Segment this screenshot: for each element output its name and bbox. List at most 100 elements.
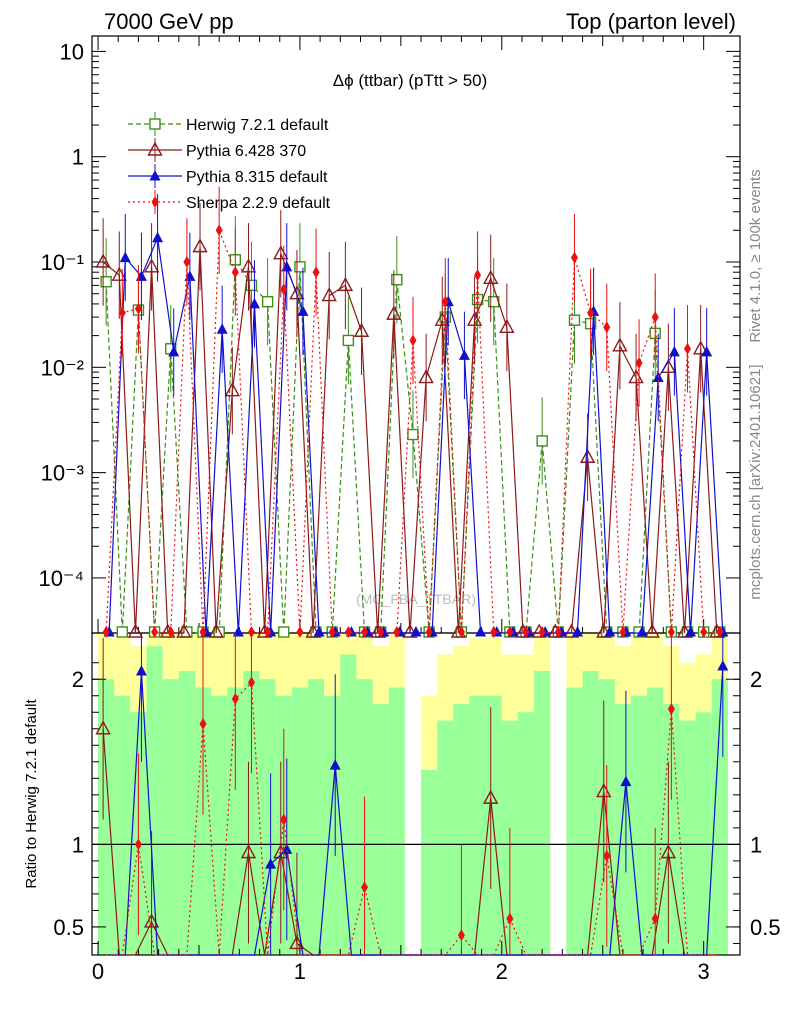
x-tick-label: 3 bbox=[698, 959, 710, 984]
y-tick-label: 10⁻¹ bbox=[41, 250, 84, 275]
green-band-bin bbox=[647, 687, 664, 955]
ratio-point bbox=[289, 934, 305, 950]
rivet-label: Rivet 4.1.0, ≥ 100k events bbox=[747, 169, 764, 342]
ratio-point bbox=[199, 717, 207, 730]
data-point-zero bbox=[619, 626, 627, 638]
ratio-y-tick-label: 0.5 bbox=[53, 915, 84, 940]
green-band-bin bbox=[679, 720, 696, 955]
data-point-zero bbox=[604, 626, 616, 637]
data-point bbox=[168, 345, 180, 357]
x-tick-label: 2 bbox=[496, 959, 508, 984]
data-point bbox=[119, 251, 131, 263]
green-band-bin bbox=[211, 695, 228, 955]
series-3 bbox=[102, 186, 724, 638]
data-point-zero bbox=[313, 626, 325, 637]
legend: Herwig 7.2.1 default Pythia 6.428 370 Pyth… bbox=[128, 112, 331, 214]
ratio-point bbox=[95, 720, 111, 735]
green-band-bin bbox=[695, 712, 712, 955]
green-band-bin bbox=[308, 679, 325, 955]
ratio-point bbox=[506, 912, 514, 925]
green-band-bin bbox=[324, 695, 341, 955]
ratio-point bbox=[483, 789, 499, 804]
data-point-zero bbox=[377, 626, 385, 638]
green-band-bin bbox=[340, 654, 357, 955]
ratio-point bbox=[135, 664, 147, 676]
legend-label: Herwig 7.2.1 default bbox=[186, 117, 329, 134]
green-band-bin bbox=[614, 704, 631, 955]
data-point-zero bbox=[538, 626, 546, 638]
ratio-point bbox=[667, 702, 675, 715]
series-line bbox=[105, 230, 720, 634]
data-point-zero bbox=[490, 626, 498, 638]
data-point-zero bbox=[425, 626, 433, 638]
ratio-line bbox=[109, 665, 724, 956]
ratio-point bbox=[143, 913, 160, 928]
ratio-point bbox=[603, 849, 611, 862]
green-band-bin bbox=[194, 687, 212, 955]
data-point bbox=[134, 302, 142, 315]
header-left: 7000 GeV pp bbox=[104, 9, 234, 34]
data-point bbox=[458, 349, 470, 360]
green-band-bin bbox=[663, 704, 680, 955]
data-point-zero bbox=[116, 626, 128, 638]
data-point bbox=[603, 321, 611, 334]
data-point-zero bbox=[667, 626, 675, 638]
ratio-series-layer bbox=[95, 633, 729, 956]
data-point bbox=[587, 306, 595, 319]
data-point bbox=[248, 297, 260, 309]
data-point bbox=[118, 306, 126, 319]
data-point bbox=[100, 276, 112, 288]
data-point-zero bbox=[296, 626, 304, 638]
data-point-zero bbox=[151, 626, 159, 638]
data-point bbox=[321, 287, 337, 302]
green-band-bin bbox=[162, 679, 179, 955]
green-band-bin bbox=[146, 646, 163, 955]
data-point-zero bbox=[393, 626, 401, 638]
main-axes: 10⁻⁴ 10⁻³ 10⁻² 10⁻¹ 1 10 0 1 2 3 bbox=[38, 36, 740, 984]
green-band-bin bbox=[437, 720, 454, 955]
data-point bbox=[216, 323, 228, 334]
data-point bbox=[289, 285, 305, 300]
ratio-point bbox=[660, 844, 677, 859]
ratio-y-tick-label: 2 bbox=[72, 667, 84, 692]
green-band-bin bbox=[178, 670, 195, 955]
data-point bbox=[441, 295, 449, 308]
ratio-point bbox=[717, 660, 729, 671]
mcplots-label: mcplots.cern.ch [arXiv:2401.10621] bbox=[747, 364, 764, 599]
data-point bbox=[568, 314, 581, 326]
data-point-zero bbox=[305, 623, 321, 638]
series-0 bbox=[100, 216, 726, 638]
ratio-point bbox=[280, 813, 288, 826]
data-point-zero bbox=[457, 626, 465, 638]
data-point bbox=[466, 311, 483, 326]
data-point bbox=[342, 334, 355, 347]
data-point bbox=[312, 266, 320, 279]
data-point bbox=[701, 345, 713, 357]
data-point-zero bbox=[685, 626, 697, 637]
ratio-y-tick-label: 1 bbox=[72, 832, 84, 857]
data-point bbox=[353, 322, 370, 337]
data-point bbox=[261, 295, 274, 308]
ratio-series-2 bbox=[106, 633, 720, 956]
data-point bbox=[281, 260, 293, 272]
green-band-bin bbox=[711, 679, 728, 955]
data-point-zero bbox=[554, 626, 562, 638]
data-point-zero bbox=[361, 626, 369, 638]
series-layer bbox=[95, 186, 729, 638]
data-point-zero bbox=[410, 626, 422, 637]
ratio-point bbox=[240, 844, 257, 859]
chart-title: Δϕ (ttbar) (pTtt > 50) bbox=[333, 71, 488, 90]
legend-label: Pythia 8.315 default bbox=[186, 169, 328, 186]
data-point-zero bbox=[278, 626, 290, 638]
series-1 bbox=[95, 202, 725, 638]
data-point-zero bbox=[475, 626, 487, 637]
ratio-y-tick-label-right: 1 bbox=[750, 832, 762, 857]
data-point-zero bbox=[716, 626, 724, 638]
legend-label: Sherpa 2.2.9 default bbox=[186, 195, 331, 212]
legend-marker bbox=[151, 196, 159, 208]
green-band-bin bbox=[582, 670, 599, 955]
legend-label: Pythia 6.428 370 bbox=[186, 143, 306, 160]
data-point-zero bbox=[636, 626, 648, 637]
data-point bbox=[391, 273, 403, 286]
